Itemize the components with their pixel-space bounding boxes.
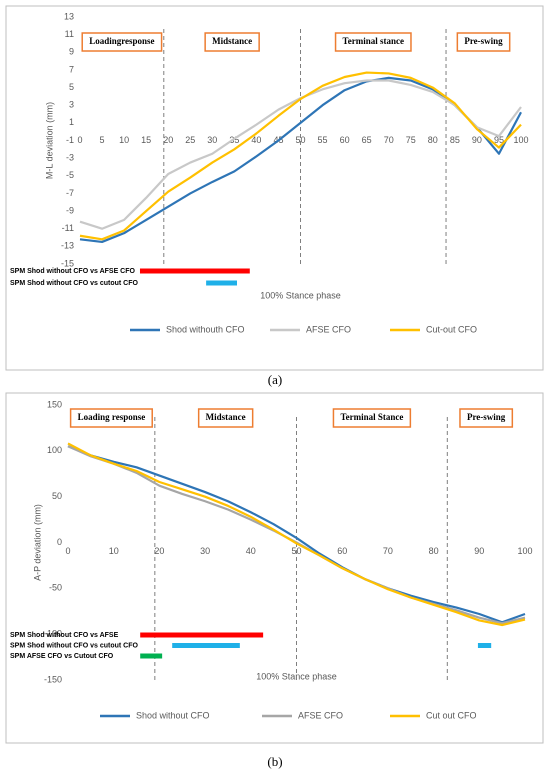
x-tick-label: 5 (100, 135, 105, 145)
y-tick-label: -15 (61, 258, 74, 268)
y-tick-label: 5 (69, 82, 74, 92)
y-tick-label: -50 (49, 583, 62, 593)
series-line (67, 442, 526, 627)
spm-bar (172, 643, 240, 648)
x-tick-label: 20 (163, 135, 173, 145)
phase-label: Terminal stance (343, 36, 404, 46)
x-tick-label: 90 (474, 546, 484, 556)
panel-border (5, 5, 544, 371)
y-tick-label: 9 (69, 47, 74, 57)
phase-label: Midstance (206, 412, 246, 422)
x-tick-label: 10 (119, 135, 129, 145)
x-tick-label: 65 (362, 135, 372, 145)
y-tick-label: -13 (61, 241, 74, 251)
phase-box (456, 32, 511, 52)
x-tick-label: 55 (318, 135, 328, 145)
legend-label: Shod withouth CFO (166, 324, 245, 334)
spm-label: SPM Shod without CFO vs AFSE (10, 632, 119, 639)
phase-box (332, 408, 412, 428)
y-axis-title: M-L deviation (mm) (44, 102, 54, 179)
spm-bar (140, 653, 163, 659)
y-tick-label: 11 (65, 29, 74, 39)
x-tick-label: 70 (383, 546, 393, 556)
phase-label: Terminal Stance (340, 412, 403, 422)
y-tick-label: 3 (69, 100, 74, 110)
phase-box (197, 408, 254, 428)
x-tick-label: 75 (406, 135, 416, 145)
x-tick-label: 80 (429, 546, 439, 556)
panel-caption: (b) (267, 754, 282, 769)
y-tick-label: -150 (44, 674, 62, 684)
y-tick-label: 100 (47, 445, 62, 455)
legend-label: AFSE CFO (298, 710, 343, 720)
phase-label: Midstance (212, 36, 252, 46)
phase-box (81, 32, 163, 52)
spm-label: SPM Shod without CFO vs cutout CFO (10, 280, 138, 287)
x-tick-label: 30 (200, 546, 210, 556)
panel-caption: (a) (268, 372, 282, 387)
x-tick-label: 0 (65, 546, 70, 556)
spm-bar (477, 643, 492, 648)
x-tick-label: 70 (384, 135, 394, 145)
x-tick-label: 20 (154, 546, 164, 556)
spm-label: SPM Shod without CFO vs AFSE CFO (10, 268, 136, 275)
x-tick-label: 90 (472, 135, 482, 145)
x-tick-label: 15 (141, 135, 151, 145)
x-tick-label: 100 (517, 546, 532, 556)
x-tick-label: 95 (494, 135, 504, 145)
x-tick-label: 40 (251, 135, 261, 145)
spm-label: SPM Shod without CFO vs cutout CFO (10, 642, 138, 649)
series-line (67, 445, 526, 624)
phase-box (334, 32, 412, 52)
spm-label: SPM AFSE CFO vs Cutout CFO (10, 653, 114, 660)
y-tick-label: -5 (66, 170, 74, 180)
phase-label: Pre-swing (467, 412, 506, 422)
x-tick-label: 40 (246, 546, 256, 556)
legend-label: Cut out CFO (426, 710, 477, 720)
x-tick-label: 25 (185, 135, 195, 145)
y-tick-label: -7 (66, 188, 74, 198)
x-tick-label: 100 (513, 135, 528, 145)
y-tick-label: -11 (62, 223, 74, 233)
y-tick-label: 50 (52, 491, 62, 501)
phase-box (204, 32, 260, 52)
y-tick-label: -9 (66, 205, 74, 215)
y-tick-label: -3 (66, 153, 74, 163)
y-tick-label: 7 (69, 64, 74, 74)
x-tick-label: 50 (295, 135, 305, 145)
y-tick-label: 1 (69, 117, 74, 127)
legend-label: Cut-out CFO (426, 324, 477, 334)
y-tick-label: -100 (44, 629, 62, 639)
y-axis-title: A-P deviation (mm) (32, 504, 42, 581)
y-tick-label: -1 (66, 135, 74, 145)
panel-border (5, 392, 544, 744)
spm-bar (206, 280, 237, 286)
phase-label: Loading response (78, 412, 146, 422)
x-tick-label: 85 (450, 135, 460, 145)
phase-label: Pre-swing (464, 36, 503, 46)
x-tick-label: 80 (428, 135, 438, 145)
phase-label: Loadingresponse (89, 36, 154, 46)
x-tick-label: 30 (207, 135, 217, 145)
phase-box (69, 408, 153, 428)
series-line (67, 445, 526, 625)
x-tick-label: 0 (77, 135, 82, 145)
x-axis-title: 100% Stance phase (260, 290, 341, 300)
spm-bar (140, 632, 264, 638)
x-tick-label: 60 (340, 135, 350, 145)
x-tick-label: 10 (109, 546, 119, 556)
spm-bar (139, 268, 250, 274)
x-tick-label: 60 (337, 546, 347, 556)
legend-label: Shod without CFO (136, 710, 210, 720)
y-tick-label: 0 (57, 537, 62, 547)
phase-box (459, 408, 514, 428)
y-tick-label: 13 (64, 11, 74, 21)
legend-label: AFSE CFO (306, 324, 351, 334)
y-tick-label: 150 (47, 399, 62, 409)
series-line (79, 71, 522, 241)
